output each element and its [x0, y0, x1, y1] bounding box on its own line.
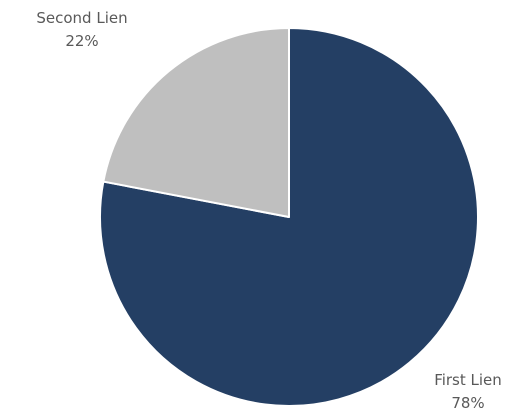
slice-label-second-lien: Second Lien: [36, 9, 127, 27]
slice-value-first-lien: 78%: [451, 394, 484, 412]
slice-label-first-lien: First Lien: [434, 371, 502, 389]
pie-slice-second-lien: [102, 27, 290, 218]
pie-labels: First Lien 78% Second Lien 22%: [36, 9, 501, 412]
slice-value-second-lien: 22%: [65, 32, 98, 50]
pie-slices: [99, 27, 480, 407]
